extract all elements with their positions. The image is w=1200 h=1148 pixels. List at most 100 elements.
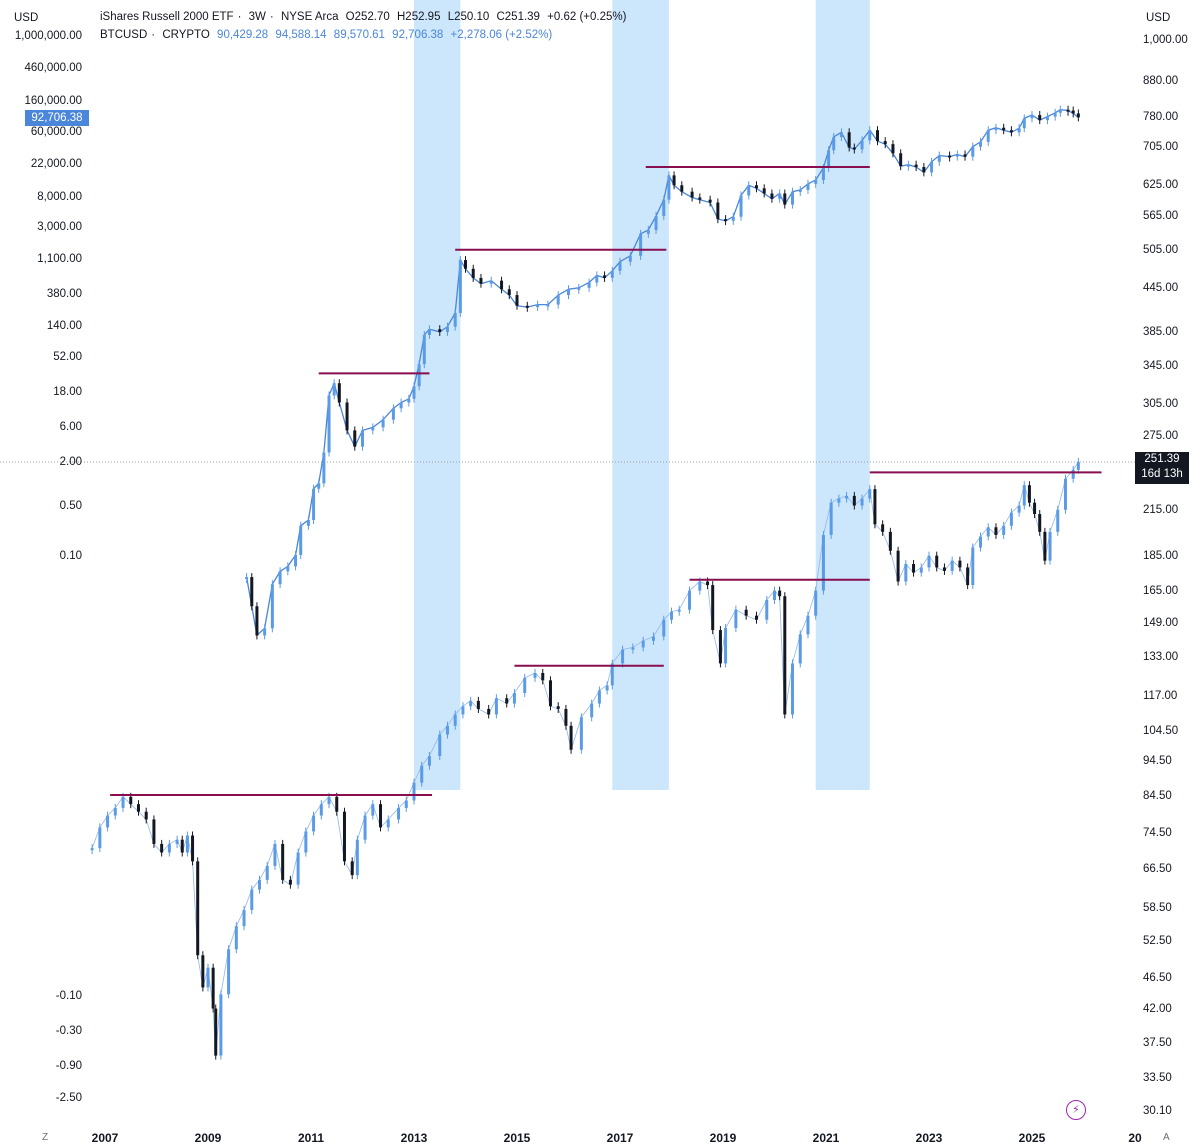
btc-high: 94,588.14 [275, 29, 327, 41]
candle-body [832, 137, 836, 151]
right-price-axis[interactable]: 1,000.00 880.00 780.00 705.00 625.00 565.00 50… [1143, 34, 1188, 1117]
right-axis-label: 215.00 [1143, 504, 1178, 516]
candle-body [690, 191, 694, 198]
candle-body [167, 843, 171, 853]
candle-body [891, 144, 895, 154]
right-axis-label: 33.50 [1143, 1072, 1172, 1084]
left-axis-label: 140.00 [47, 320, 82, 332]
candle-body [422, 334, 426, 365]
candle-body [778, 193, 782, 199]
candle-body [294, 555, 298, 567]
candle-body [312, 815, 316, 832]
candle-body [971, 547, 975, 586]
time-axis-label: 2017 [607, 1131, 634, 1145]
right-axis-label: 1,000.00 [1143, 34, 1188, 46]
candle-body [350, 861, 354, 876]
left-axis-label: 6.00 [60, 421, 82, 433]
candle-body [546, 304, 550, 307]
candle-body [567, 289, 570, 296]
candle-body [453, 714, 457, 726]
candle-body [564, 708, 568, 726]
right-axis-label: 345.00 [1143, 360, 1178, 372]
candle-body [827, 150, 831, 168]
candle-body [597, 690, 601, 704]
right-axis-label: 84.50 [1143, 790, 1172, 802]
candle-body [762, 188, 766, 194]
candle-body [979, 141, 982, 147]
candle-body [948, 155, 952, 158]
right-axis-label: 104.50 [1143, 725, 1178, 737]
series-btc [245, 105, 1080, 640]
right-axis-label: 305.00 [1143, 398, 1178, 410]
right-axis-label: 275.00 [1143, 430, 1178, 442]
candle-body [765, 600, 769, 620]
left-axis-label: -0.90 [56, 1060, 82, 1072]
right-axis-label: 385.00 [1143, 326, 1178, 338]
candle-body [548, 680, 552, 707]
candle-body [806, 183, 810, 190]
lightning-icon[interactable]: ⚡ [1066, 1100, 1086, 1120]
candle-body [1056, 509, 1060, 532]
candle-body [847, 132, 851, 148]
series-iwm [90, 458, 1080, 1060]
candle-body [881, 524, 885, 532]
left-axis-label: -0.10 [56, 990, 82, 1002]
candle-body [1022, 118, 1026, 129]
candle-body [533, 672, 537, 678]
candle-body [706, 581, 710, 586]
auto-scale-button[interactable]: A [1163, 1132, 1170, 1143]
legend-iwm[interactable]: iShares Russell 2000 ETF · 3W · NYSE Arca … [100, 11, 627, 23]
candle-body [214, 1008, 218, 1056]
candle-body [569, 725, 573, 750]
candle-body [342, 811, 346, 862]
time-axis-label: 2009 [195, 1131, 222, 1145]
candle-body [355, 839, 359, 876]
candle-body [577, 287, 581, 290]
candle-body [628, 255, 632, 262]
candle-body [258, 879, 261, 890]
candle-body [469, 700, 473, 707]
candle-body [783, 193, 787, 205]
candle-body [927, 555, 931, 568]
left-axis-label: 0.10 [60, 550, 82, 562]
candle-body [718, 630, 722, 664]
candle-body [412, 782, 416, 801]
candle-body [304, 831, 308, 853]
candle-body [919, 567, 923, 573]
resistance-lines[interactable] [110, 166, 1102, 796]
timezone-button[interactable]: Z [42, 1132, 49, 1143]
candle-body [590, 703, 594, 718]
right-axis-label: 30.10 [1143, 1105, 1172, 1117]
candle-body [1076, 462, 1080, 470]
btc-name: BTCUSD [100, 29, 148, 41]
btc-exchange: CRYPTO [162, 29, 210, 41]
candle-body [876, 130, 879, 142]
candle-body [152, 819, 156, 844]
candle-body [445, 725, 449, 735]
candle-body [541, 672, 545, 681]
candle-body [1030, 114, 1034, 119]
candle-body [852, 147, 856, 150]
btc-price-badge: 92,706.38 [25, 110, 89, 126]
candle-body [734, 609, 738, 628]
candle-body [1045, 116, 1049, 121]
candle-body [922, 167, 926, 173]
candle-body [464, 260, 467, 269]
right-axis-label: 149.00 [1143, 617, 1178, 629]
candle-body [525, 305, 529, 308]
legend-btc[interactable]: BTCUSD · CRYPTO 90,429.28 94,588.14 89,57… [100, 29, 553, 41]
candle-body [680, 185, 684, 192]
left-price-axis[interactable]: 1,000,000.00 460,000.00 160,000.00 60,000.0… [15, 30, 82, 1104]
candle-body [404, 800, 408, 808]
right-axis-label: 565.00 [1143, 210, 1178, 222]
right-axis-label: 58.50 [1143, 902, 1172, 914]
left-axis-label: 0.50 [60, 500, 82, 512]
candle-body [698, 197, 702, 200]
candle-body [407, 398, 411, 403]
candle-body [227, 949, 231, 995]
candle-body [489, 280, 493, 284]
time-axis[interactable]: 2007 2009 2011 2013 2015 2017 2019 2021 2023 2025… [92, 1131, 1142, 1145]
left-axis-label: 1,100.00 [37, 253, 82, 265]
candle-body [966, 567, 970, 586]
